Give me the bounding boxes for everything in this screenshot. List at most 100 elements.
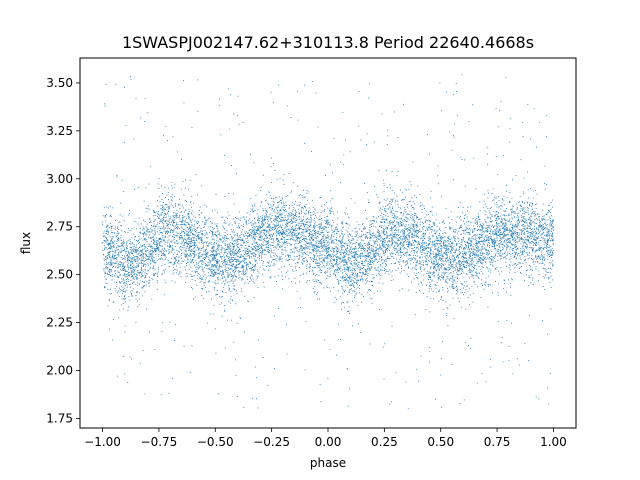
data-point	[175, 217, 177, 219]
data-point	[234, 240, 236, 242]
data-point	[545, 242, 547, 244]
data-point	[288, 173, 290, 174]
data-point	[254, 266, 256, 268]
data-point	[311, 235, 313, 237]
data-point	[347, 231, 349, 233]
data-point	[326, 275, 328, 277]
data-point	[291, 236, 293, 238]
data-point	[299, 227, 300, 229]
data-point	[172, 215, 174, 217]
data-point	[329, 275, 331, 277]
data-point	[333, 249, 334, 251]
data-point	[452, 134, 454, 136]
data-point	[402, 243, 404, 245]
data-point	[274, 253, 276, 255]
data-point	[352, 290, 354, 292]
data-point	[262, 261, 264, 262]
data-point	[487, 257, 488, 259]
data-point	[533, 258, 535, 260]
data-point	[139, 271, 140, 273]
data-point	[433, 224, 435, 226]
data-point	[249, 277, 251, 279]
data-point	[121, 258, 123, 260]
data-point	[551, 239, 553, 241]
data-point	[352, 257, 354, 259]
data-point	[304, 228, 306, 230]
data-point	[444, 231, 446, 233]
data-point	[121, 179, 123, 181]
data-point	[243, 223, 244, 225]
data-point	[227, 272, 229, 274]
data-point	[426, 272, 428, 274]
data-point	[217, 277, 219, 279]
data-point	[127, 239, 129, 241]
data-point	[216, 253, 218, 255]
data-point	[285, 205, 287, 207]
data-point	[113, 244, 114, 246]
data-point	[192, 234, 194, 236]
data-point	[327, 258, 329, 260]
data-point	[288, 235, 290, 236]
data-point	[267, 216, 268, 218]
data-point	[385, 232, 387, 234]
data-point	[367, 268, 369, 270]
data-point	[336, 246, 338, 248]
data-point	[401, 265, 403, 267]
data-point	[194, 251, 196, 253]
data-point	[182, 241, 184, 242]
data-point	[464, 233, 466, 235]
data-point	[153, 238, 155, 240]
data-point	[411, 257, 413, 259]
data-point	[149, 219, 151, 221]
data-point	[552, 250, 554, 251]
data-point	[147, 246, 149, 248]
data-point	[505, 255, 507, 257]
data-point	[386, 187, 388, 189]
data-point	[293, 258, 295, 260]
data-point	[454, 287, 456, 289]
data-point	[106, 225, 108, 227]
data-point	[491, 262, 493, 263]
data-point	[211, 247, 213, 249]
data-point	[167, 206, 169, 208]
data-point	[516, 208, 518, 210]
data-point	[492, 188, 494, 190]
data-point	[359, 236, 361, 237]
data-point	[159, 228, 161, 230]
data-point	[433, 268, 435, 270]
data-point	[150, 237, 152, 239]
data-point	[496, 234, 498, 236]
data-point	[260, 222, 262, 224]
data-point	[364, 261, 366, 263]
data-point	[357, 264, 359, 266]
data-point	[351, 263, 353, 265]
data-point	[524, 228, 525, 230]
data-point	[537, 233, 539, 235]
data-point	[253, 269, 255, 271]
data-point	[430, 250, 432, 252]
data-point	[117, 253, 119, 255]
data-point	[104, 245, 105, 247]
data-point	[212, 270, 214, 271]
data-point	[537, 279, 539, 281]
data-point	[505, 210, 507, 212]
data-point	[246, 224, 248, 226]
data-point	[258, 225, 260, 227]
data-point	[367, 255, 368, 257]
data-point	[196, 284, 198, 286]
data-point	[242, 234, 244, 236]
data-point	[209, 280, 211, 282]
data-point	[152, 267, 154, 269]
data-point	[500, 234, 502, 236]
data-point	[320, 225, 322, 227]
data-point	[124, 259, 126, 261]
data-point	[525, 238, 527, 240]
data-point	[409, 258, 411, 259]
data-point	[546, 231, 548, 233]
data-point	[488, 250, 490, 252]
data-point	[110, 229, 112, 231]
data-point	[126, 250, 128, 252]
data-point	[155, 225, 157, 227]
data-point	[226, 319, 228, 321]
data-point	[422, 232, 424, 234]
